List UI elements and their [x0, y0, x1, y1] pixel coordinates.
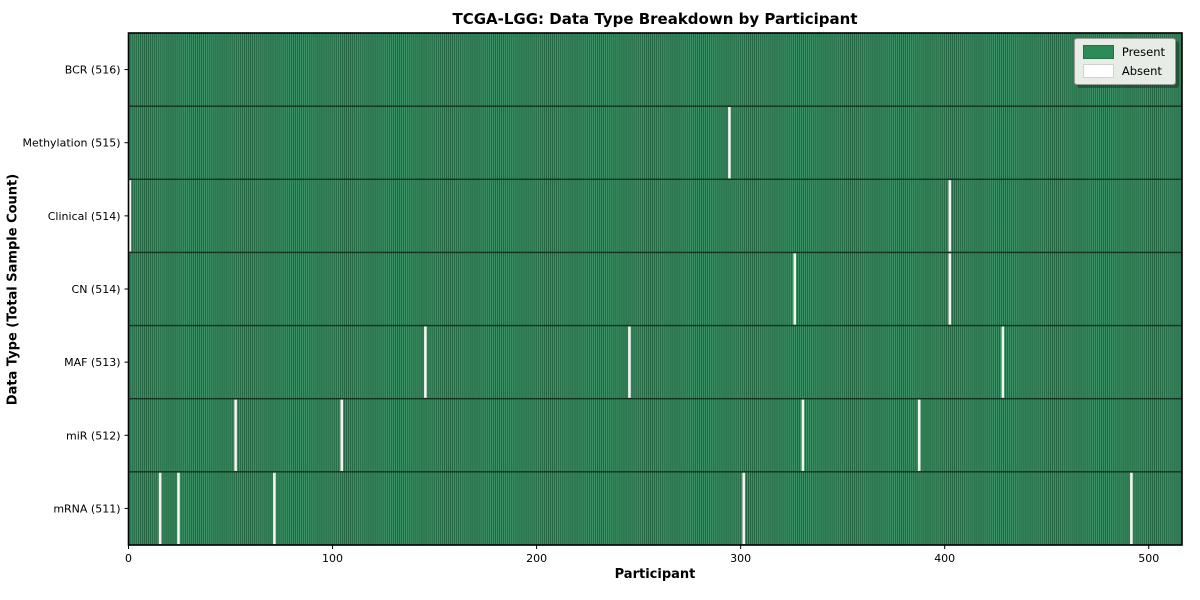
x-tick-label: 500: [1138, 552, 1159, 565]
absent-stripe-Clinical-402: [948, 180, 952, 252]
y-tick-label-mRNA: mRNA (511): [53, 502, 120, 515]
legend: Present Absent: [1073, 38, 1176, 85]
y-tick-label-MAF: MAF (513): [64, 356, 120, 369]
x-tick-label: 400: [934, 552, 955, 565]
absent-stripe-miR-52: [234, 399, 237, 471]
absent-stripe-miR-330: [801, 399, 805, 471]
y-tick-label-miR: miR (512): [66, 429, 121, 442]
absent-stripe-Methylation-294: [728, 107, 731, 179]
present-cells: [128, 33, 1182, 545]
x-tick-label: 0: [125, 552, 132, 565]
legend-item-absent: Absent: [1082, 63, 1165, 78]
y-tick-label-BCR: BCR (516): [65, 64, 121, 77]
absent-stripe-miR-387: [917, 399, 921, 471]
absent-stripe-CN-402: [948, 253, 952, 325]
legend-label: Present: [1121, 44, 1165, 59]
absent-stripe-MAF-145: [424, 326, 427, 398]
x-tick-label: 100: [322, 552, 343, 565]
x-tick-label: 300: [730, 552, 751, 565]
y-tick-label-Clinical: Clinical (514): [48, 210, 121, 223]
y-tick-label-Methylation: Methylation (515): [23, 137, 121, 150]
absent-stripe-MAF-245: [628, 326, 631, 398]
absent-stripe-mRNA-24: [177, 472, 180, 545]
chart-title: TCGA-LGG: Data Type Breakdown by Partici…: [452, 10, 858, 28]
absent-stripe-miR-104: [340, 399, 344, 471]
absent-stripe-Clinical-0: [128, 180, 132, 252]
absent-stripe-CN-326: [793, 253, 796, 325]
legend-swatch-absent: [1082, 64, 1114, 78]
y-tick-label-CN: CN (514): [72, 283, 121, 296]
absent-stripe-mRNA-491: [1130, 472, 1133, 545]
legend-label: Absent: [1121, 63, 1162, 78]
x-axis-label: Participant: [614, 567, 696, 582]
absent-stripe-mRNA-301: [742, 472, 745, 545]
absent-stripe-MAF-428: [1001, 326, 1005, 398]
legend-swatch-present: [1082, 45, 1114, 59]
x-tick-label: 200: [526, 552, 547, 565]
absent-stripe-mRNA-15: [158, 472, 162, 545]
absent-stripe-mRNA-71: [273, 472, 276, 545]
legend-item-present: Present: [1082, 44, 1165, 59]
